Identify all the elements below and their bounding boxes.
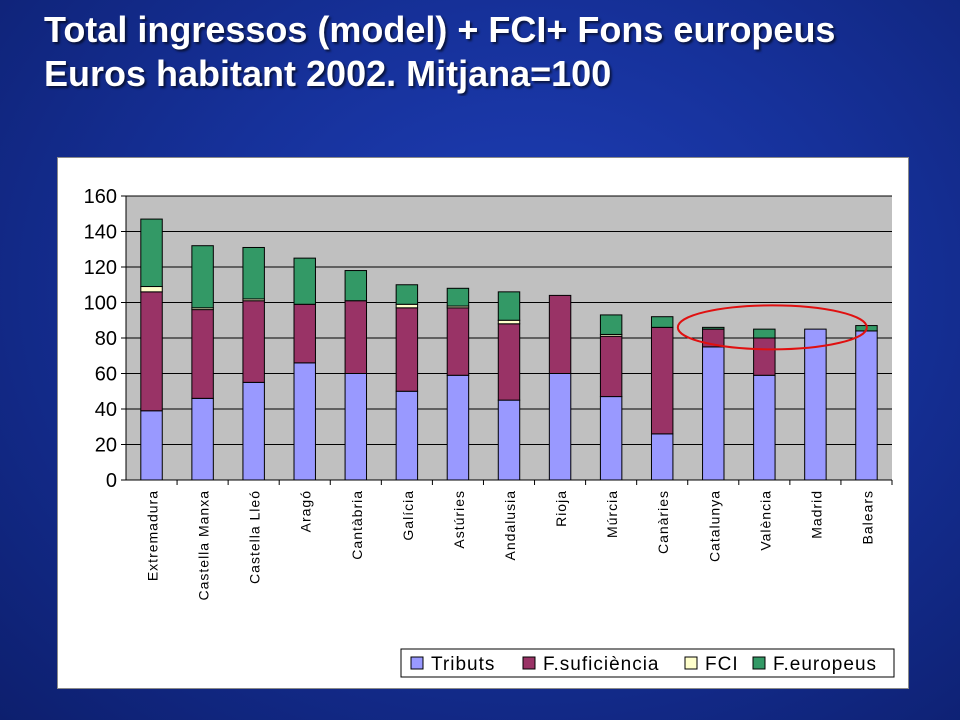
x-tick-label: Galícia [400,490,416,541]
bar-segment-f-sufici-ncia [140,291,163,412]
bar-segment-tributs [446,374,470,481]
bar-segment-fci [497,319,521,325]
bar-segment-fci [395,303,419,309]
bar-segment-tributs [702,346,725,481]
bar-segment-f-europeus [191,245,214,309]
y-tick-label: 60 [95,364,117,386]
bar-segment-f-sufici-ncia [446,307,470,376]
chart-panel: 0 20 40 60 80 100 120 140 160 Extremadura Castell… [57,157,909,689]
x-tick-label: Múrcia [604,490,620,538]
x-tick-label: Andalusia [502,490,518,561]
highlight-ellipse [676,304,868,351]
x-tick-label: València [757,490,773,551]
bar-segment-tributs [548,373,572,481]
y-tick-label: 100 [84,293,117,315]
bar-segment-f-europeus [293,257,316,305]
x-tick-label: Cantàbria [349,490,365,560]
y-tick-label: 120 [84,257,117,279]
bar-segment-tributs [395,390,419,481]
bar-segment-f-europeus [242,246,265,300]
y-tick-label: 40 [95,399,117,421]
bar-segment-tributs [599,396,623,481]
bar-segment-tributs [191,397,214,481]
bar-segment-f-sufici-ncia [242,300,265,383]
legend-swatch [752,656,766,670]
y-tick-label: 20 [95,435,117,457]
x-tick-label: Aragó [298,490,314,532]
x-tick-label: Castella Manxa [196,490,212,601]
bar-segment-tributs [497,399,521,481]
x-tick-label: Castella Lleó [247,490,263,584]
x-tick-label: Canàries [655,490,671,554]
title-line-1: Total ingressos (model) + FCI+ Fons euro… [44,9,836,50]
bar-segment-tributs [753,374,776,481]
y-tick-label: 80 [95,328,117,350]
bar-segment-f-europeus [344,270,368,302]
bar-segment-f-europeus [140,218,163,288]
bar-segment-f-sufici-ncia [650,326,674,435]
x-tick-label: Madrid [808,490,824,539]
bar-segment-f-sufici-ncia [599,335,623,398]
bar-segment-f-sufici-ncia [548,294,572,374]
bar-segment-f-sufici-ncia [293,303,316,364]
legend-box [400,648,895,678]
legend-swatch [410,656,424,670]
slide-title: Total ingressos (model) + FCI+ Fons euro… [44,8,960,96]
y-tick-label: 0 [106,470,117,492]
legend-swatch [522,656,536,670]
stacked-bar-chart: 0 20 40 60 80 100 120 140 160 Extremadura Castell… [84,186,895,678]
x-tick-label: Astúries [451,490,467,549]
legend-label: Tributs [431,654,495,675]
bar-segment-f-sufici-ncia [191,309,214,399]
legend: Tributs F.suficiència FCI F.europeus [400,648,895,678]
x-axis-ticks: Extremadura Castella Manxa Castella Lleó Ar… [145,480,893,601]
bar-segment-f-europeus [497,291,521,321]
bar-segment-tributs [804,328,827,481]
bar-segment-fci [140,286,163,293]
bar-segment-tributs [855,330,878,481]
x-tick-label: Catalunya [706,490,722,562]
bar-segment-tributs [140,410,163,481]
bar-segment-f-europeus [446,287,470,307]
y-tick-label: 160 [84,186,117,208]
title-line-2: Euros habitant 2002. Mitjana=100 [44,53,612,94]
x-tick-label: Balears [859,490,875,544]
bar-segment-f-europeus [753,328,776,339]
bar-segment-tributs [650,433,674,481]
x-tick-label: Rioja [553,490,569,527]
bar-segment-f-europeus [395,284,419,305]
bar-segment-tributs [344,373,368,481]
y-tick-label: 140 [84,222,117,244]
bar-segment-f-sufici-ncia [344,300,368,375]
bar-segment-f-sufici-ncia [497,323,521,401]
bar-segment-f-europeus [650,316,674,328]
bar-segment-f-europeus [599,314,623,335]
y-axis-ticks: 0 20 40 60 80 100 120 140 160 [84,186,126,492]
legend-label: F.europeus [773,654,877,675]
bar-segment-f-sufici-ncia [753,337,776,376]
legend-swatch [684,656,698,670]
bar-segment-tributs [242,381,265,481]
legend-label: FCI [705,654,739,675]
bar-segment-f-sufici-ncia [395,307,419,392]
annotation [676,304,868,351]
bar-segment-tributs [293,362,316,481]
bar-segment-f-europeus [702,326,725,330]
x-tick-label: Extremadura [145,490,161,581]
bars [140,218,878,481]
legend-label: F.suficiència [543,654,660,675]
